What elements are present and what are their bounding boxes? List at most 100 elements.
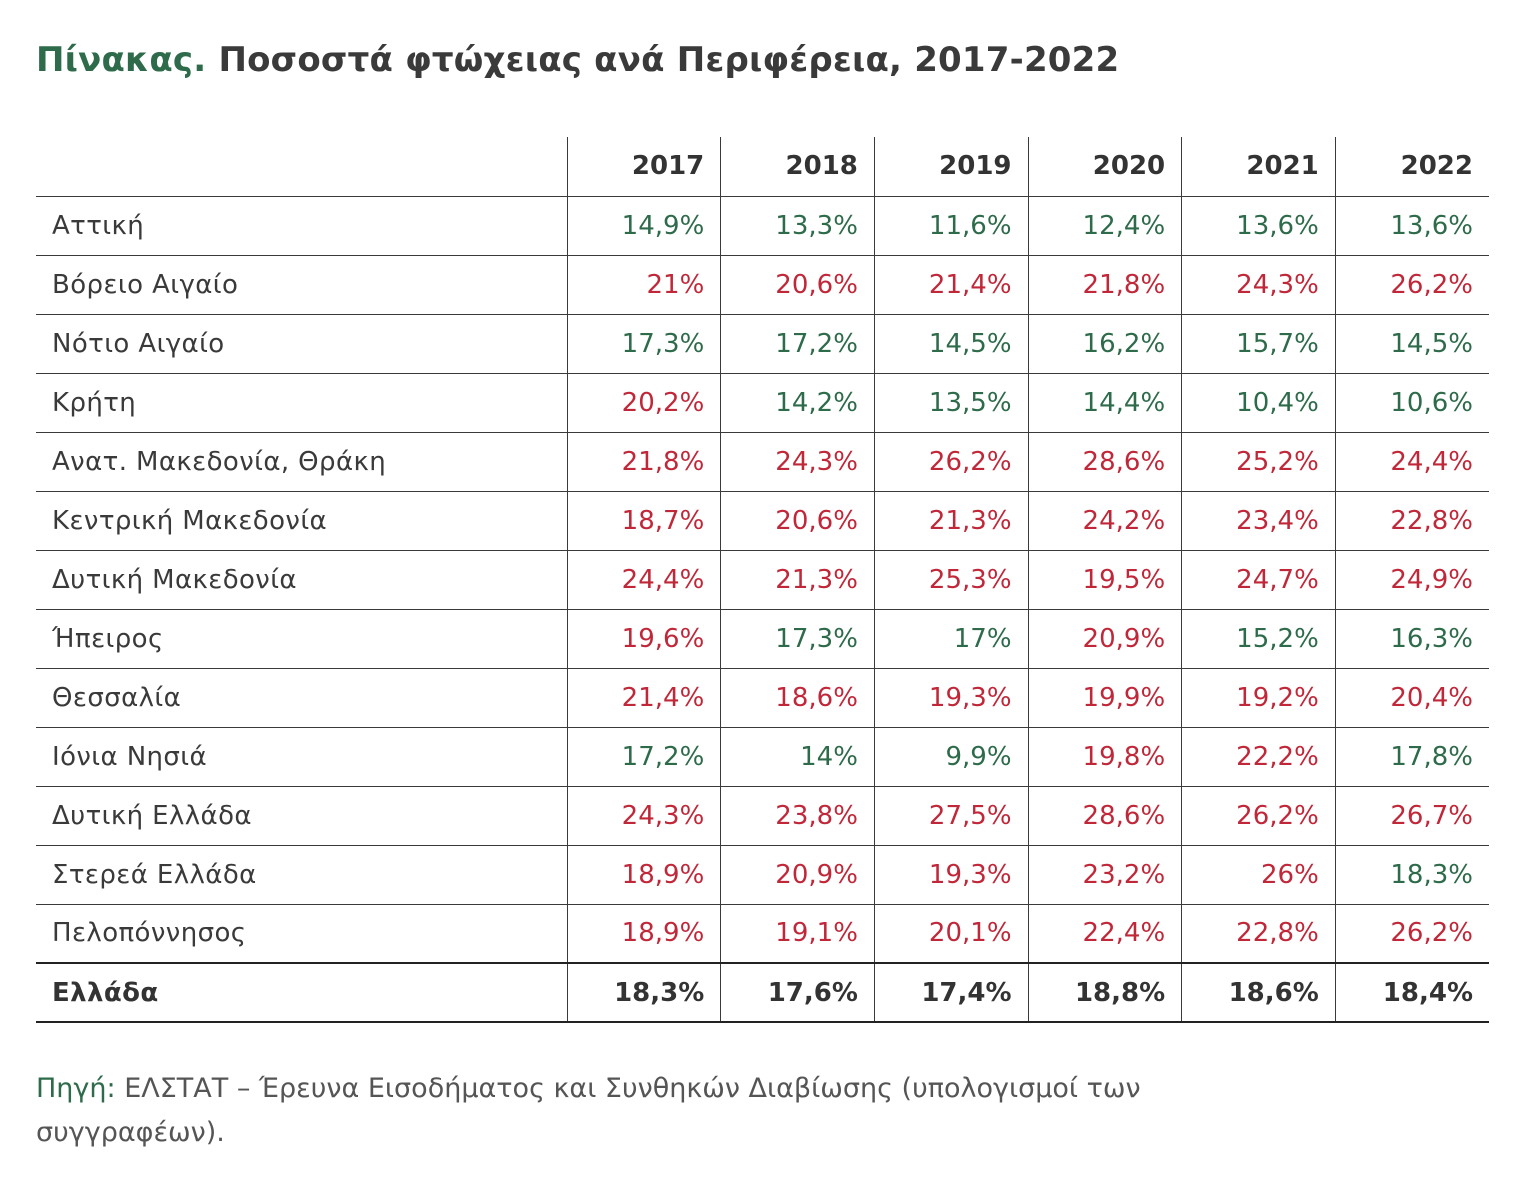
poverty-rate-cell: 18,6% [720,668,875,728]
poverty-rate-cell: 23,8% [720,786,875,846]
poverty-rate-cell: 13,6% [1334,196,1489,256]
poverty-rate-cell: 26% [1181,845,1336,905]
poverty-rate-cell: 19,5% [1027,550,1182,610]
region-name: Κρήτη [36,373,568,433]
table-row: Αττική 14,9% 13,3% 11,6% 12,4% 13,6% 13,6% [36,196,1489,256]
poverty-rate-cell: 10,6% [1334,373,1489,433]
poverty-rate-cell: 22,8% [1334,491,1489,551]
poverty-rate-cell: 17,2% [720,314,875,374]
table-row: Κεντρική Μακεδονία 18,7% 20,6% 21,3% 24,2% 23… [36,491,1489,551]
table-title: Πίνακας. Ποσοστά φτώχειας ανά Περιφέρεια… [36,40,1119,80]
poverty-rates-table: 2017 2018 2019 2020 2021 2022 Αττική 14,9… [36,137,1489,1023]
table-row: Στερεά Ελλάδα 18,9% 20,9% 19,3% 23,2% 26% 18,3… [36,845,1489,905]
region-name: Δυτική Ελλάδα [36,786,568,846]
table-row: Δυτική Ελλάδα 24,3% 23,8% 27,5% 28,6% 26,2% 26… [36,786,1489,846]
poverty-rate-cell: 15,7% [1181,314,1336,374]
year-header-2021: 2021 [1181,137,1336,197]
poverty-rate-cell: 24,4% [1334,432,1489,492]
source-label: Πηγή: [36,1073,116,1104]
poverty-rate-cell: 24,9% [1334,550,1489,610]
poverty-rate-cell: 28,6% [1027,786,1182,846]
poverty-rate-cell: 17,3% [720,609,875,669]
region-name: Στερεά Ελλάδα [36,845,568,905]
table-row: Θεσσαλία 21,4% 18,6% 19,3% 19,9% 19,2% 20,4% [36,668,1489,728]
poverty-rate-cell: 20,4% [1334,668,1489,728]
total-row: Ελλάδα 18,3% 17,6% 17,4% 18,8% 18,6% 18,4% [36,962,1489,1023]
poverty-rate-cell: 19,1% [720,904,875,964]
table-row: Ιόνια Νησιά 17,2% 14% 9,9% 19,8% 22,2% 17,8% [36,727,1489,787]
total-rate-cell: 18,6% [1181,962,1336,1023]
poverty-rate-cell: 26,2% [1181,786,1336,846]
region-name: Δυτική Μακεδονία [36,550,568,610]
poverty-rate-cell: 25,2% [1181,432,1336,492]
poverty-rate-cell: 19,6% [566,609,721,669]
poverty-rate-cell: 10,4% [1181,373,1336,433]
poverty-rate-cell: 23,2% [1027,845,1182,905]
total-rate-cell: 17,4% [873,962,1029,1023]
poverty-rate-cell: 14,5% [1334,314,1489,374]
year-header-2020: 2020 [1027,137,1182,197]
region-column-header [36,137,568,197]
poverty-rate-cell: 19,3% [873,668,1029,728]
poverty-rate-cell: 18,9% [566,904,721,964]
poverty-rate-cell: 28,6% [1027,432,1182,492]
poverty-rate-cell: 14,9% [566,196,721,256]
poverty-rate-cell: 21,4% [566,668,721,728]
table-row: Δυτική Μακεδονία 24,4% 21,3% 25,3% 19,5% 24,7… [36,550,1489,610]
table-row: Νότιο Αιγαίο 17,3% 17,2% 14,5% 16,2% 15,7% 14,… [36,314,1489,374]
poverty-rate-cell: 18,3% [1334,845,1489,905]
poverty-rate-cell: 19,3% [873,845,1029,905]
poverty-rate-cell: 26,7% [1334,786,1489,846]
poverty-rate-cell: 20,1% [873,904,1029,964]
title-prefix: Πίνακας. [36,40,207,80]
poverty-rate-cell: 16,3% [1334,609,1489,669]
source-note: Πηγή: ΕΛΣΤΑΤ – Έρευνα Εισοδήματος και Συ… [36,1067,1336,1155]
poverty-rate-cell: 24,3% [720,432,875,492]
region-name: Ανατ. Μακεδονία, Θράκη [36,432,568,492]
poverty-rate-cell: 13,6% [1181,196,1336,256]
total-rate-cell: 18,3% [566,962,721,1023]
poverty-rate-cell: 14% [720,727,875,787]
poverty-rate-cell: 17,2% [566,727,721,787]
table-row: Ήπειρος 19,6% 17,3% 17% 20,9% 15,2% 16,3% [36,609,1489,669]
poverty-rate-cell: 13,5% [873,373,1029,433]
poverty-rate-cell: 22,2% [1181,727,1336,787]
region-name: Βόρειο Αιγαίο [36,255,568,315]
poverty-rate-cell: 26,2% [873,432,1029,492]
poverty-rate-cell: 22,4% [1027,904,1182,964]
poverty-rate-cell: 24,2% [1027,491,1182,551]
poverty-rate-cell: 19,2% [1181,668,1336,728]
poverty-rate-cell: 26,2% [1334,255,1489,315]
poverty-rate-cell: 21% [566,255,721,315]
region-name: Ήπειρος [36,609,568,669]
poverty-rate-cell: 18,9% [566,845,721,905]
total-label: Ελλάδα [36,962,568,1023]
poverty-rate-cell: 24,3% [1181,255,1336,315]
poverty-rate-cell: 24,3% [566,786,721,846]
poverty-rate-cell: 20,6% [720,255,875,315]
poverty-rate-cell: 20,2% [566,373,721,433]
poverty-rate-cell: 24,7% [1181,550,1336,610]
region-name: Αττική [36,196,568,256]
table-row: Ανατ. Μακεδονία, Θράκη 21,8% 24,3% 26,2% 28,… [36,432,1489,492]
title-text: Ποσοστά φτώχειας ανά Περιφέρεια, 2017-20… [218,40,1120,80]
header-row: 2017 2018 2019 2020 2021 2022 [36,137,1489,197]
poverty-rate-cell: 9,9% [873,727,1029,787]
year-header-2017: 2017 [566,137,721,197]
poverty-rate-cell: 20,9% [1027,609,1182,669]
poverty-rate-cell: 21,8% [1027,255,1182,315]
poverty-rate-cell: 16,2% [1027,314,1182,374]
poverty-rate-cell: 21,3% [873,491,1029,551]
year-header-2018: 2018 [720,137,875,197]
year-header-2019: 2019 [873,137,1029,197]
poverty-rate-cell: 14,2% [720,373,875,433]
region-name: Θεσσαλία [36,668,568,728]
total-rate-cell: 18,4% [1334,962,1489,1023]
poverty-rate-cell: 21,8% [566,432,721,492]
table-row: Πελοπόννησος 18,9% 19,1% 20,1% 22,4% 22,8% 26,… [36,904,1489,964]
year-header-2022: 2022 [1334,137,1489,197]
poverty-rate-cell: 14,4% [1027,373,1182,433]
poverty-rate-cell: 13,3% [720,196,875,256]
poverty-rate-cell: 17% [873,609,1029,669]
poverty-rate-cell: 18,7% [566,491,721,551]
